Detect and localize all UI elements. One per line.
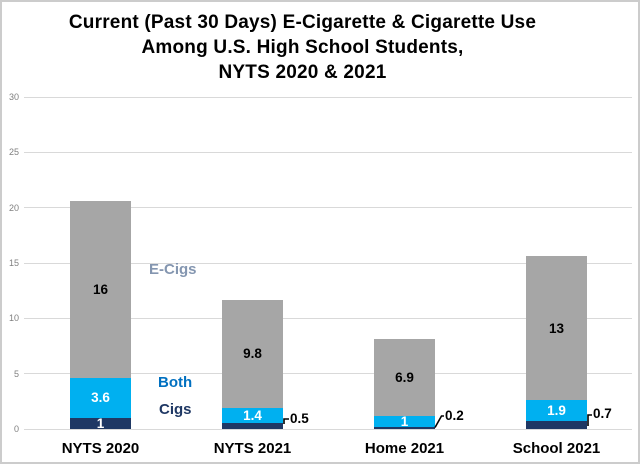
y-axis-tick-label: 20 — [8, 202, 19, 213]
x-axis-label-nyts-2021: NYTS 2021 — [213, 440, 292, 457]
chart-title-line3: NYTS 2020 & 2021 — [218, 62, 387, 83]
chart-title: Current (Past 30 Days) E-Cigarette & Cig… — [22, 10, 583, 85]
segment-value-label: 1.9 — [547, 403, 566, 419]
bar-segment-e-cigs-school-2021: 13 — [526, 256, 587, 401]
gridline-y-10 — [24, 317, 632, 319]
segment-value-label: 13 — [548, 320, 565, 336]
segment-value-label: 16 — [92, 282, 109, 298]
cigs-value-annotation-home-2021: 0.2 — [445, 408, 464, 423]
segment-value-label: 3.6 — [91, 390, 110, 406]
bar-segment-both-nyts-2021: 1.4 — [222, 407, 283, 424]
y-axis-tick-label: 5 — [13, 368, 19, 379]
bar-segment-cigs-home-2021 — [374, 426, 435, 429]
segment-value-label: 6.9 — [395, 370, 414, 386]
segment-value-label: 1 — [96, 415, 105, 431]
x-axis-label-school-2021: School 2021 — [512, 440, 601, 457]
chart-title-line2: Among U.S. High School Students, — [141, 37, 464, 58]
cigs-value-annotation-nyts-2021: 0.5 — [290, 411, 309, 426]
bar-segment-e-cigs-home-2021: 6.9 — [374, 339, 435, 416]
x-axis-label-home-2021: Home 2021 — [364, 440, 445, 457]
bar-segment-cigs-school-2021 — [526, 421, 587, 429]
gridline-y-25 — [24, 151, 632, 153]
legend-both-label: Both — [158, 374, 193, 391]
gridline-y-5 — [24, 373, 632, 375]
bar-segment-e-cigs-nyts-2021: 9.8 — [222, 299, 283, 408]
x-axis-label-nyts-2020: NYTS 2020 — [61, 440, 140, 457]
gridline-y-0 — [24, 428, 632, 430]
bar-segment-both-school-2021: 1.9 — [526, 400, 587, 422]
cigs-value-annotation-school-2021: 0.7 — [593, 406, 612, 421]
segment-value-label: 1 — [400, 413, 409, 429]
gridline-y-30 — [24, 96, 632, 98]
bar-segment-both-home-2021: 1 — [374, 413, 435, 429]
segment-value-label: 9.8 — [243, 346, 262, 362]
legend-ecigs-label: E-Cigs — [149, 261, 197, 278]
connector-line-school-2021 — [587, 414, 592, 426]
chart-title-line1: Current (Past 30 Days) E-Cigarette & Cig… — [68, 12, 537, 33]
bar-segment-cigs-nyts-2021 — [222, 423, 283, 429]
bar-segment-both-nyts-2020: 3.6 — [70, 378, 131, 418]
connector-line-nyts-2021 — [283, 418, 289, 424]
legend-cigs-label: Cigs — [159, 401, 192, 418]
bar-segment-e-cigs-nyts-2020: 16 — [70, 201, 131, 379]
segment-value-label: 1.4 — [243, 408, 262, 424]
gridline-y-15 — [24, 262, 632, 264]
y-axis-tick-label: 0 — [13, 424, 19, 434]
bar-segment-cigs-nyts-2020: 1 — [70, 415, 131, 431]
gridline-y-20 — [24, 207, 632, 209]
y-axis-tick-label: 30 — [8, 92, 19, 102]
y-axis-tick-label: 10 — [8, 313, 19, 324]
connector-line-home-2021 — [434, 415, 444, 428]
y-axis-tick-label: 25 — [8, 147, 19, 158]
y-axis-tick-label: 15 — [8, 258, 19, 268]
